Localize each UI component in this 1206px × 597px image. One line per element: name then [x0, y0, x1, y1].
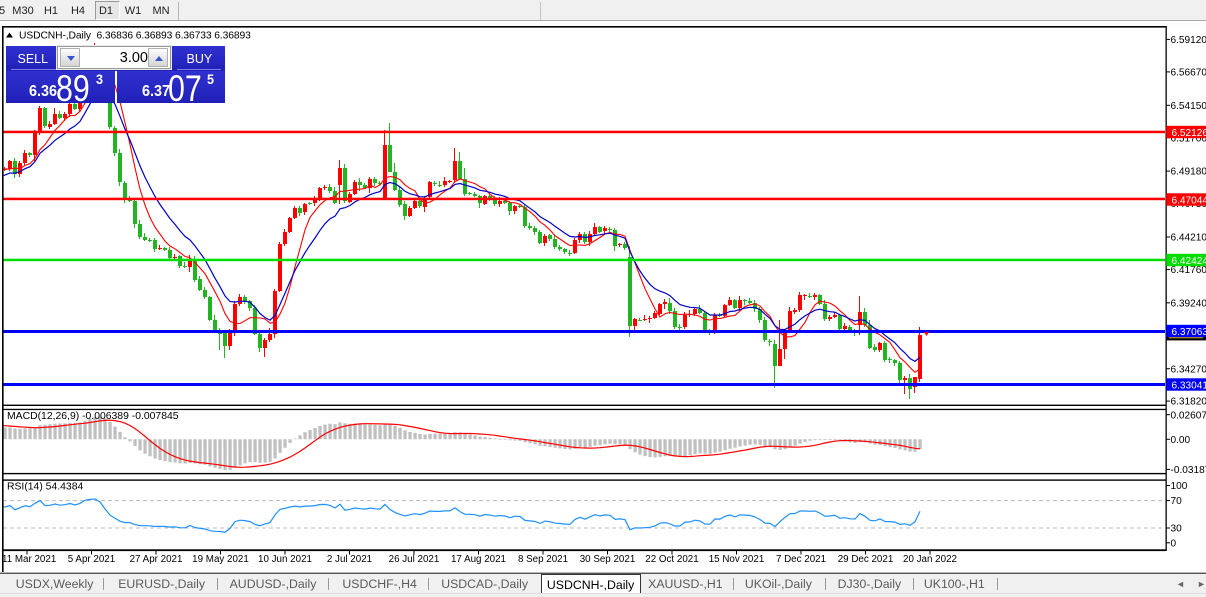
svg-text:0.00: 0.00 — [1171, 435, 1191, 446]
svg-text:6.56670: 6.56670 — [1171, 68, 1206, 79]
svg-text:6.37063: 6.37063 — [1172, 327, 1206, 338]
svg-text:70: 70 — [1171, 496, 1183, 507]
svg-text:100: 100 — [1171, 481, 1188, 492]
svg-text:6.49180: 6.49180 — [1171, 167, 1206, 178]
svg-text:6.52126: 6.52126 — [1172, 128, 1206, 139]
svg-text:USDCNH-,Daily 6.36836 6.36893: USDCNH-,Daily 6.36836 6.36893 6.36733 6.… — [19, 31, 251, 42]
svg-text:2 Jul 2021: 2 Jul 2021 — [327, 554, 372, 565]
svg-text:22 Oct 2021: 22 Oct 2021 — [645, 554, 698, 565]
svg-text:6.34270: 6.34270 — [1171, 364, 1206, 375]
svg-text:27 Apr 2021: 27 Apr 2021 — [130, 554, 183, 565]
svg-text:30: 30 — [1171, 524, 1183, 535]
svg-text:0: 0 — [1171, 538, 1177, 549]
svg-text:20 Jan 2022: 20 Jan 2022 — [903, 554, 957, 565]
svg-text:6.54150: 6.54150 — [1171, 101, 1206, 112]
svg-text:5 Apr 2021: 5 Apr 2021 — [68, 554, 115, 565]
svg-text:6.33041: 6.33041 — [1172, 380, 1206, 391]
svg-text:26 Jul 2021: 26 Jul 2021 — [389, 554, 440, 565]
svg-text:-0.03187: -0.03187 — [1171, 465, 1206, 476]
svg-text:6.31820: 6.31820 — [1171, 397, 1206, 408]
svg-text:29 Dec 2021: 29 Dec 2021 — [838, 554, 894, 565]
svg-text:6.41760: 6.41760 — [1171, 265, 1206, 276]
svg-text:6.47044: 6.47044 — [1172, 195, 1206, 206]
svg-text:19 May 2021: 19 May 2021 — [192, 554, 249, 565]
svg-text:0.02607: 0.02607 — [1171, 410, 1206, 421]
svg-text:6.39240: 6.39240 — [1171, 298, 1206, 309]
svg-text:6.51700: 6.51700 — [1171, 133, 1206, 144]
svg-text:7 Dec 2021: 7 Dec 2021 — [776, 554, 826, 565]
svg-text:30 Sep 2021: 30 Sep 2021 — [580, 554, 636, 565]
svg-text:10 Jun 2021: 10 Jun 2021 — [258, 554, 312, 565]
svg-text:RSI(14) 54.4384: RSI(14) 54.4384 — [7, 482, 83, 493]
svg-text:15 Nov 2021: 15 Nov 2021 — [709, 554, 765, 565]
svg-text:MACD(12,26,9) -0.006389 -0.007: MACD(12,26,9) -0.006389 -0.007845 — [7, 411, 179, 422]
svg-text:11 Mar 2021: 11 Mar 2021 — [2, 554, 56, 565]
svg-text:17 Aug 2021: 17 Aug 2021 — [451, 554, 506, 565]
svg-text:6.59120: 6.59120 — [1171, 35, 1206, 46]
svg-text:8 Sep 2021: 8 Sep 2021 — [518, 554, 568, 565]
svg-text:6.44210: 6.44210 — [1171, 233, 1206, 244]
svg-text:6.42424: 6.42424 — [1172, 256, 1206, 267]
